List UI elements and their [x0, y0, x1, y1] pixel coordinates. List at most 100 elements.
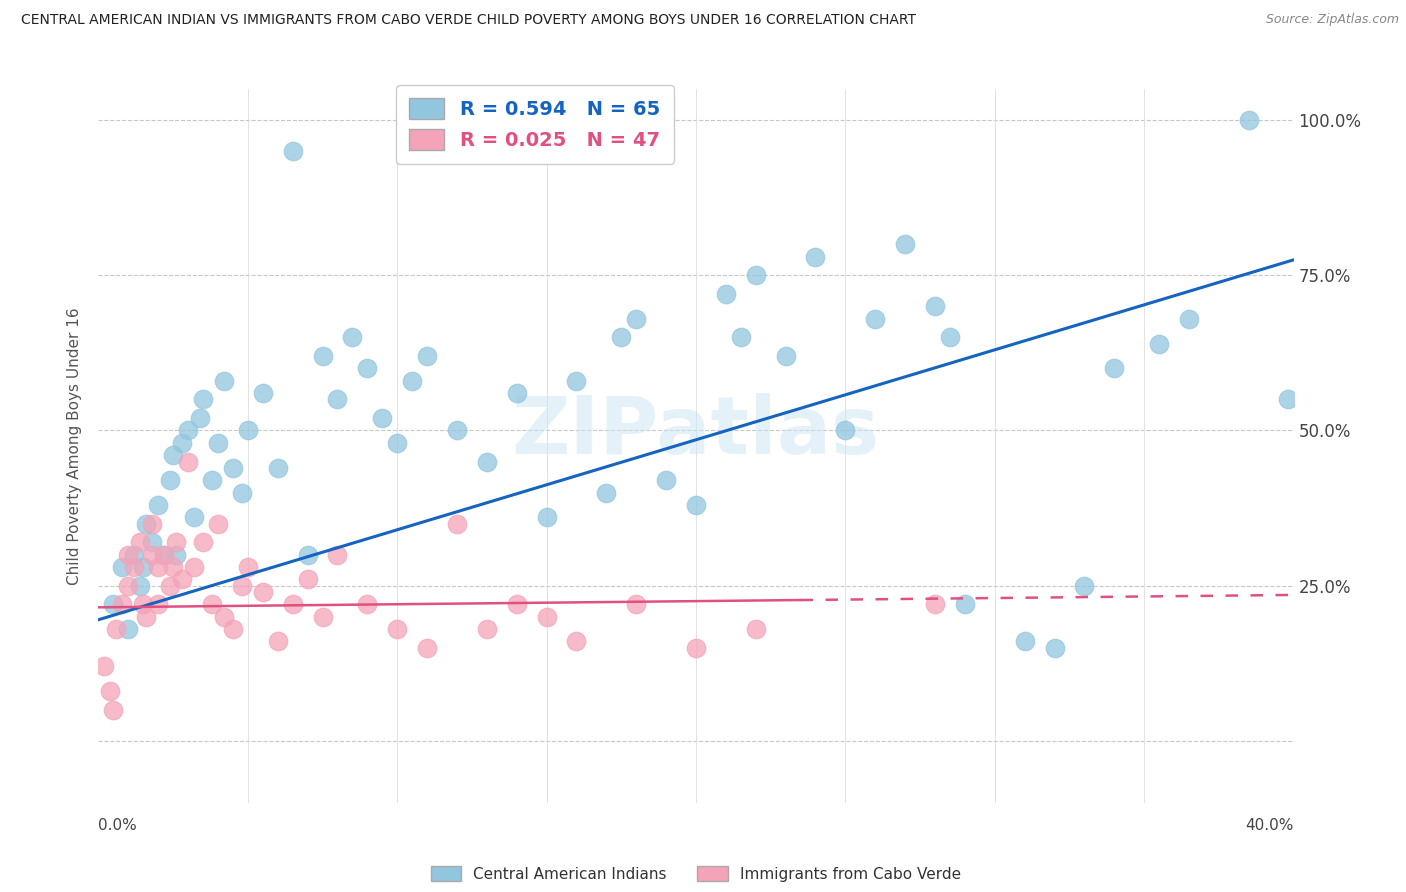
Point: [141, 535, 163, 549]
Point: [745, 268, 768, 283]
Point: [342, 330, 364, 344]
Point: [135, 516, 157, 531]
Point: [655, 473, 678, 487]
Point: [172, 436, 194, 450]
Point: [183, 510, 205, 524]
Point: [834, 424, 856, 438]
Y-axis label: Child Poverty Among Boys Under 16: Child Poverty Among Boys Under 16: [67, 307, 83, 585]
Point: [103, 597, 125, 611]
Point: [536, 510, 558, 524]
Point: [1043, 640, 1066, 655]
Point: [326, 548, 349, 562]
Point: [191, 535, 214, 549]
Point: [212, 374, 235, 388]
Point: [111, 597, 134, 611]
Point: [416, 349, 439, 363]
Point: [685, 640, 707, 655]
Point: [105, 622, 128, 636]
Point: [626, 311, 648, 326]
Point: [236, 560, 259, 574]
Point: [924, 597, 946, 611]
Point: [416, 640, 439, 655]
Point: [311, 349, 333, 363]
Legend: Central American Indians, Immigrants from Cabo Verde: Central American Indians, Immigrants fro…: [425, 860, 967, 888]
Point: [201, 473, 224, 487]
Point: [153, 548, 176, 562]
Point: [446, 424, 468, 438]
Point: [714, 287, 737, 301]
Point: [326, 392, 349, 407]
Point: [236, 424, 259, 438]
Point: [212, 609, 235, 624]
Text: 0.0%: 0.0%: [98, 818, 138, 833]
Point: [132, 597, 155, 611]
Point: [297, 573, 319, 587]
Point: [177, 424, 200, 438]
Point: [1073, 579, 1095, 593]
Point: [188, 411, 211, 425]
Point: [111, 560, 134, 574]
Point: [231, 579, 253, 593]
Text: ZIPatlas: ZIPatlas: [512, 392, 880, 471]
Point: [222, 622, 245, 636]
Point: [924, 299, 946, 313]
Point: [124, 548, 146, 562]
Point: [865, 311, 887, 326]
Point: [93, 659, 115, 673]
Point: [536, 609, 558, 624]
Point: [1237, 113, 1260, 128]
Point: [506, 597, 529, 611]
Point: [231, 485, 253, 500]
Point: [1147, 336, 1170, 351]
Point: [252, 584, 274, 599]
Point: [267, 634, 290, 648]
Point: [159, 579, 181, 593]
Point: [939, 330, 962, 344]
Point: [162, 448, 184, 462]
Point: [610, 330, 633, 344]
Point: [124, 560, 146, 574]
Point: [356, 597, 378, 611]
Point: [165, 535, 187, 549]
Point: [371, 411, 394, 425]
Point: [595, 485, 617, 500]
Point: [894, 237, 917, 252]
Point: [401, 374, 423, 388]
Point: [281, 145, 304, 159]
Point: [129, 535, 152, 549]
Point: [745, 622, 768, 636]
Point: [267, 460, 290, 475]
Point: [201, 597, 224, 611]
Point: [385, 436, 409, 450]
Point: [117, 579, 139, 593]
Point: [475, 454, 498, 468]
Text: CENTRAL AMERICAN INDIAN VS IMMIGRANTS FROM CABO VERDE CHILD POVERTY AMONG BOYS U: CENTRAL AMERICAN INDIAN VS IMMIGRANTS FR…: [21, 13, 917, 28]
Point: [222, 460, 245, 475]
Point: [141, 516, 163, 531]
Point: [297, 548, 319, 562]
Point: [281, 597, 304, 611]
Point: [148, 498, 170, 512]
Point: [385, 622, 409, 636]
Point: [565, 634, 588, 648]
Point: [1277, 392, 1299, 407]
Point: [162, 560, 184, 574]
Point: [148, 560, 170, 574]
Point: [103, 703, 125, 717]
Point: [775, 349, 797, 363]
Point: [953, 597, 976, 611]
Text: 40.0%: 40.0%: [1246, 818, 1294, 833]
Point: [207, 516, 229, 531]
Point: [117, 622, 139, 636]
Point: [191, 392, 214, 407]
Point: [172, 573, 194, 587]
Point: [177, 454, 200, 468]
Point: [129, 579, 152, 593]
Point: [153, 548, 176, 562]
Point: [1104, 361, 1126, 376]
Point: [98, 684, 122, 698]
Point: [475, 622, 498, 636]
Point: [506, 386, 529, 401]
Point: [117, 548, 139, 562]
Point: [135, 609, 157, 624]
